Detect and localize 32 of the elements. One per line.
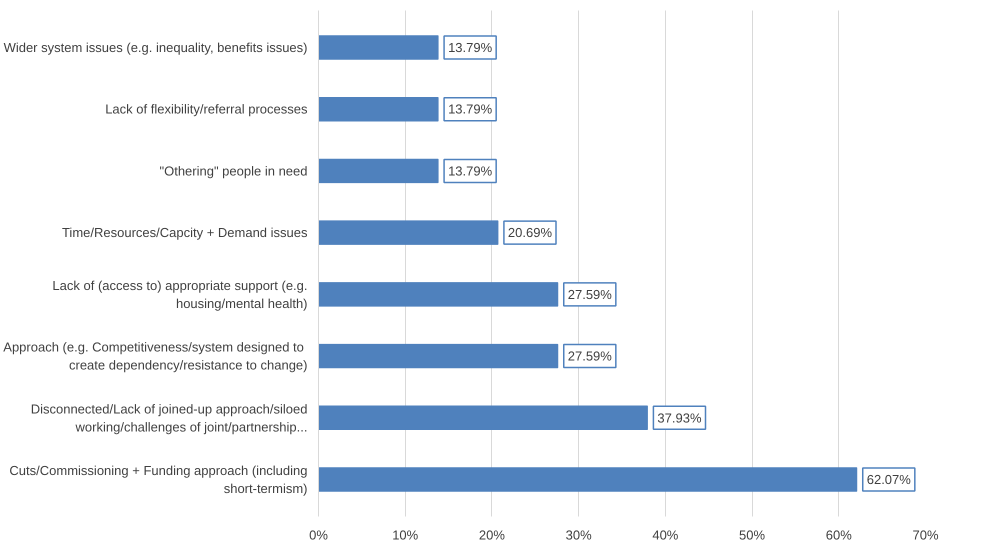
bar xyxy=(318,35,439,60)
data-label: 27.59% xyxy=(568,348,612,364)
data-label: 20.69% xyxy=(508,225,552,240)
bar xyxy=(318,158,439,184)
data-label: 13.79% xyxy=(448,40,493,56)
data-label: 27.59% xyxy=(568,286,612,302)
y-tick-label: "Othering" people in need xyxy=(160,163,308,178)
data-label: 13.79% xyxy=(448,163,493,178)
y-tick-label: Wider system issues (e.g. inequality, benefits issues) xyxy=(4,40,308,56)
x-tick-label: 0% xyxy=(309,528,328,542)
bar xyxy=(318,220,498,245)
y-tick-label: Cuts/Commissioning + Funding approach (including short-termism) xyxy=(9,462,308,496)
x-tick-label: 70% xyxy=(912,528,939,542)
data-label: 37.93% xyxy=(657,410,702,426)
data-label: 62.07% xyxy=(866,472,912,487)
x-tick-label: 30% xyxy=(566,528,592,542)
bar xyxy=(318,282,558,307)
x-tick-label: 50% xyxy=(739,528,766,542)
bar xyxy=(318,406,648,430)
x-tick-label: 60% xyxy=(826,528,852,542)
y-tick-label: Time/Resources/Capcity + Demand issues xyxy=(62,225,308,240)
bar xyxy=(318,467,858,492)
y-tick-label: Lack of (access to) appropriate support (e.g. housing/mental health) xyxy=(52,278,308,311)
data-label: 13.79% xyxy=(448,102,493,117)
y-tick-label: Disconnected/Lack of joined-up approach/siloed working/challenges of joint/partnership... xyxy=(30,401,308,434)
bar xyxy=(318,97,439,122)
y-tick-label: Lack of flexibility/referral processes xyxy=(105,102,308,117)
x-tick-label: 10% xyxy=(392,528,419,542)
x-tick-label: 20% xyxy=(478,528,506,542)
x-tick-label: 40% xyxy=(652,528,679,542)
y-tick-label: Approach (e.g. Competitiveness/system designed to create dependency/resistance to change) xyxy=(3,340,308,373)
bar xyxy=(318,344,558,368)
